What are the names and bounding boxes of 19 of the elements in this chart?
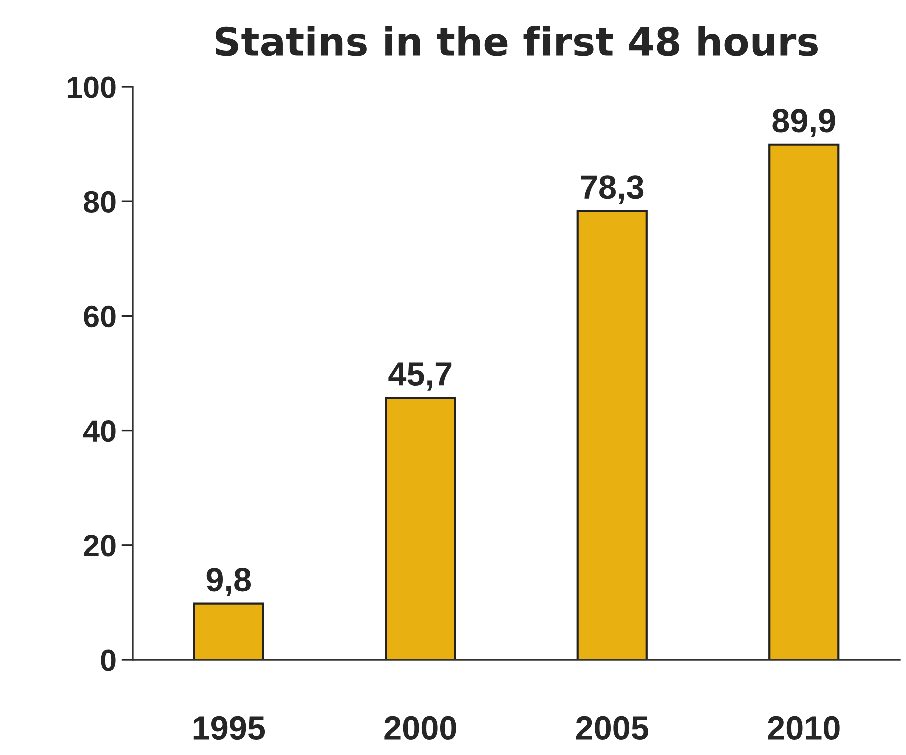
y-tick-label: 40 xyxy=(84,420,116,442)
x-tick-label: 1995 xyxy=(194,716,266,740)
data-label: 89,9 xyxy=(772,109,836,138)
y-tick-label: 80 xyxy=(84,191,116,213)
y-tick-label: 60 xyxy=(84,306,116,328)
bar xyxy=(385,397,456,660)
data-label: 9,8 xyxy=(206,568,252,597)
y-tick-label: 0 xyxy=(101,650,116,672)
y-tick-label: 20 xyxy=(84,535,116,557)
x-tick-label: 2000 xyxy=(384,716,456,740)
data-label: 45,7 xyxy=(388,362,452,391)
x-tick-label: 2005 xyxy=(576,716,649,740)
chart-title: Statins in the first 48 hours xyxy=(216,26,818,56)
y-tick-label: 100 xyxy=(68,76,116,98)
bar xyxy=(193,602,264,660)
data-label: 78,3 xyxy=(581,176,644,204)
x-tick-label: 2010 xyxy=(768,716,840,740)
bar xyxy=(576,210,648,660)
bar xyxy=(768,144,840,660)
